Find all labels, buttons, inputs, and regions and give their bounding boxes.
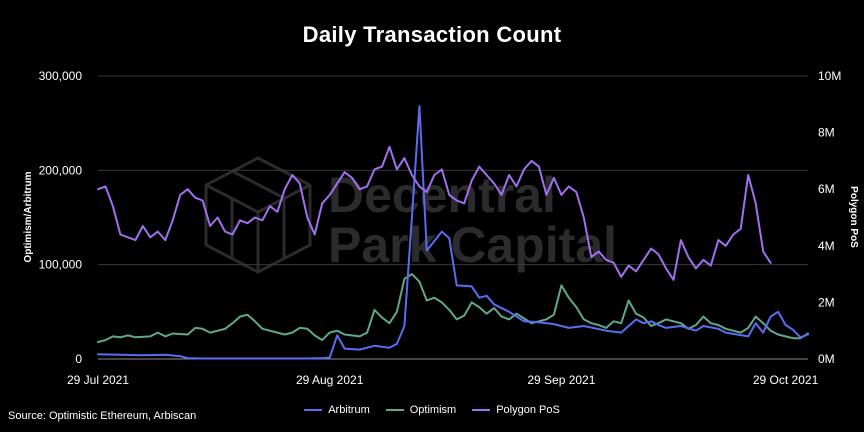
watermark: Decentral Park Capital <box>204 156 617 274</box>
left-tick-label: 200,000 <box>39 163 83 177</box>
x-tick-label: 29 Oct 2021 <box>753 373 819 387</box>
legend-item-optimism: Optimism <box>385 404 457 416</box>
x-tick-label: 29 Jul 2021 <box>67 373 129 387</box>
legend-item-polygon-pos: Polygon PoS <box>472 404 560 416</box>
watermark-line-1: Decentral <box>328 167 556 223</box>
x-tick-label: 29 Sep 2021 <box>527 373 595 387</box>
right-tick-label: 10M <box>818 69 841 83</box>
series-layer <box>97 105 809 360</box>
right-tick-label: 8M <box>818 126 835 140</box>
series-line-polygon-pos <box>97 145 772 281</box>
x-tick-label: 29 Aug 2021 <box>296 373 364 387</box>
left-tick-label: 300,000 <box>39 69 83 83</box>
legend-label: Polygon PoS <box>496 404 560 416</box>
right-axis-title: Polygon PoS <box>848 186 859 248</box>
right-tick-label: 4M <box>818 239 835 253</box>
right-tick-label: 2M <box>818 295 835 309</box>
legend-label: Optimism <box>409 404 457 416</box>
series-line-arbitrum <box>97 105 809 360</box>
chart-title: Daily Transaction Count <box>302 22 562 47</box>
left-tick-label: 0 <box>75 352 82 366</box>
legend-label: Arbitrum <box>328 404 370 416</box>
left-axis-title: Optimism/Arbitrum <box>23 171 34 262</box>
legend-item-arbitrum: Arbitrum <box>304 404 370 416</box>
series-line-optimism <box>97 273 809 343</box>
right-tick-label: 0M <box>818 352 835 366</box>
legend-swatch <box>385 409 404 411</box>
right-tick-label: 6M <box>818 182 835 196</box>
watermark-logo <box>204 156 312 274</box>
left-axis-ticks: 0 100,000 200,000 300,000 <box>39 69 83 366</box>
left-tick-label: 100,000 <box>39 258 83 272</box>
legend-swatch <box>472 409 491 411</box>
right-axis-ticks: 0M 2M 4M 6M 8M 10M <box>818 69 841 366</box>
legend-swatch <box>304 409 323 411</box>
source-note: Source: Optimistic Ethereum, Arbiscan <box>8 410 197 422</box>
watermark-line-2: Park Capital <box>328 217 617 273</box>
x-axis-ticks: 29 Jul 2021 29 Aug 2021 29 Sep 2021 29 Oct … <box>67 373 819 387</box>
legend: Arbitrum Optimism Polygon PoS <box>0 404 864 416</box>
